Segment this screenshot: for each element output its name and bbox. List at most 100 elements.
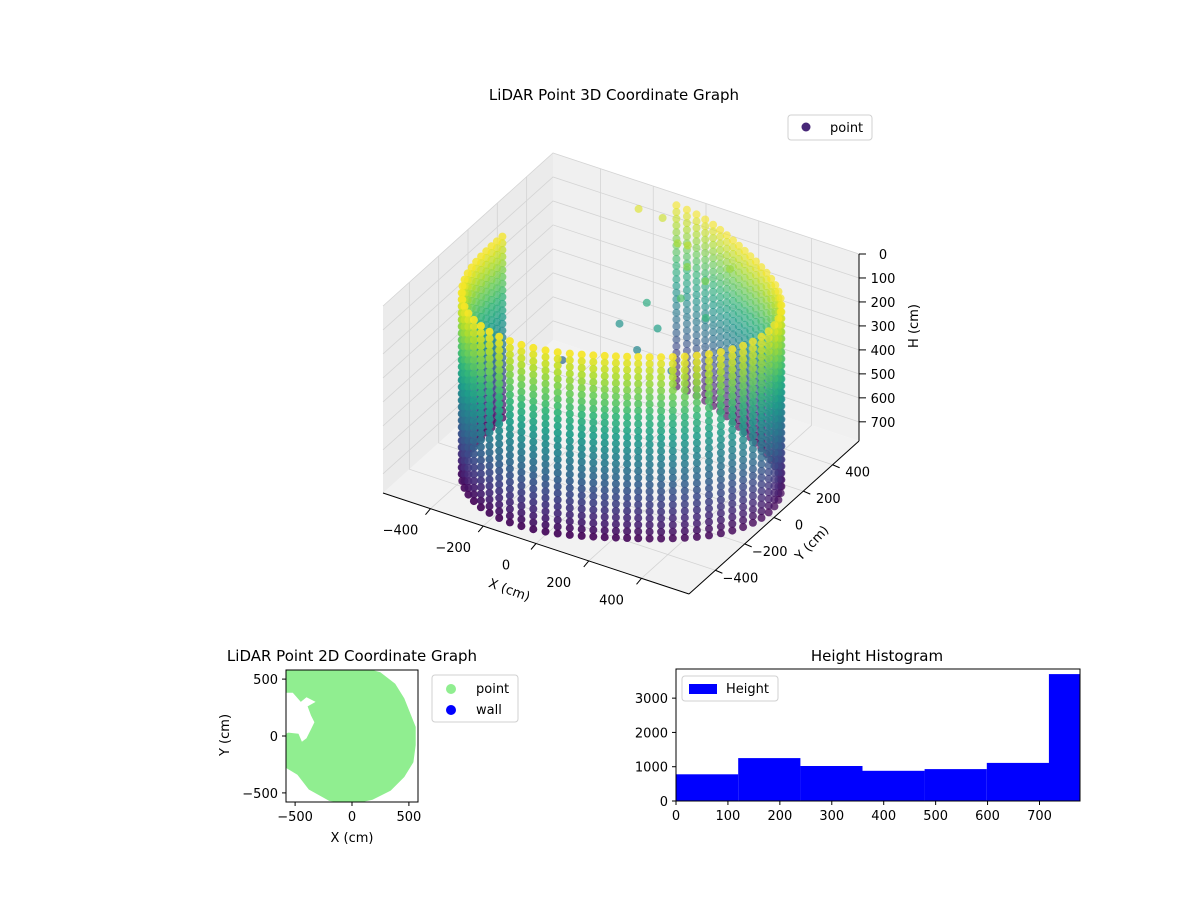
point-3d [476,409,485,418]
point-3d [645,500,654,509]
histogram-frame [675,668,1081,802]
point-3d [476,402,485,411]
point-3d [634,400,643,408]
point-3d [728,446,737,454]
point-3d [529,424,538,433]
point-3d [680,446,689,455]
point-3d [553,509,562,518]
point-3d [672,255,681,263]
point-3d [682,219,691,228]
point-3d [728,399,737,407]
point-3d [701,215,710,224]
point-3d [657,420,666,429]
point-3d [722,291,731,300]
point-3d [709,281,718,290]
point-3d [645,467,654,476]
point-3d [705,524,713,533]
point-3d [541,346,550,355]
point-3d [611,520,620,529]
point-3d [634,473,643,482]
point-3d [757,473,766,482]
point-3d [645,521,654,529]
point-3d [469,322,478,331]
point-3d [611,372,620,381]
point-3d [672,248,681,257]
point-3d [729,236,737,245]
point-3d [705,350,713,359]
point-3d [764,360,773,369]
grid-y-line [438,255,745,545]
point-3d [757,500,766,509]
point-3d [611,392,620,401]
point-3d [476,322,485,330]
point-3d [611,500,620,508]
point-3d [485,475,494,484]
chart-2d-title: LiDAR Point 2D Coordinate Graph [227,647,477,665]
point-3d [748,344,757,353]
point-cloud-2d [286,670,416,802]
point-3d [645,534,654,543]
point-3d [748,458,757,467]
point-3d [722,311,731,320]
point-3d [623,493,632,502]
point-3d [692,412,701,421]
point-3d [611,446,620,455]
point-3d [541,514,550,523]
point-3d [645,440,654,449]
point-3d [517,354,526,363]
point-3d [541,420,550,429]
point-3d [757,399,766,408]
point-3d [553,489,562,498]
point-3d [672,335,681,344]
point-3d [553,395,562,404]
point-3d [577,404,586,413]
point-3d [469,436,478,445]
point-3d [770,321,779,330]
point-3d [623,480,632,489]
point-3d [774,314,783,323]
point-3d [529,491,538,500]
point-3d [692,304,701,313]
point-3d [739,435,748,444]
point-3d [611,432,620,441]
point-3d [565,403,574,412]
point-3d [565,436,574,445]
point-3d [517,340,526,349]
point-3d [600,432,609,441]
point-3d [705,491,713,500]
point-3d [709,247,718,256]
point-3d [589,418,598,427]
point-3d [495,467,504,475]
point-3d [757,440,766,449]
point-3d [589,371,598,380]
point-3d [728,506,737,515]
point-3d [505,337,514,346]
point-3d [668,460,677,469]
point-3d [748,465,757,474]
point-3d [728,432,737,441]
point-3d [476,442,485,451]
point-3d [701,296,710,304]
point-3d [476,348,485,357]
x-tick-label: −200 [435,541,471,556]
x-tick-mark [530,543,537,550]
point-3d [553,462,562,471]
x-tick-label: 400 [599,593,624,608]
point-3d [668,366,677,375]
point-3d [589,351,598,360]
point-3d [495,366,504,375]
point-3d [611,459,620,468]
point-3d [692,257,701,266]
point-3d [692,237,701,246]
point-3d [485,368,494,376]
point-3d [680,527,689,536]
point-3d [577,511,586,520]
point-3d [716,354,725,363]
point-3d [701,336,710,345]
point-3d [764,401,773,409]
point-3d [673,239,682,248]
point-3d [541,373,550,382]
point-3d [657,494,666,503]
point-3d [577,377,586,386]
